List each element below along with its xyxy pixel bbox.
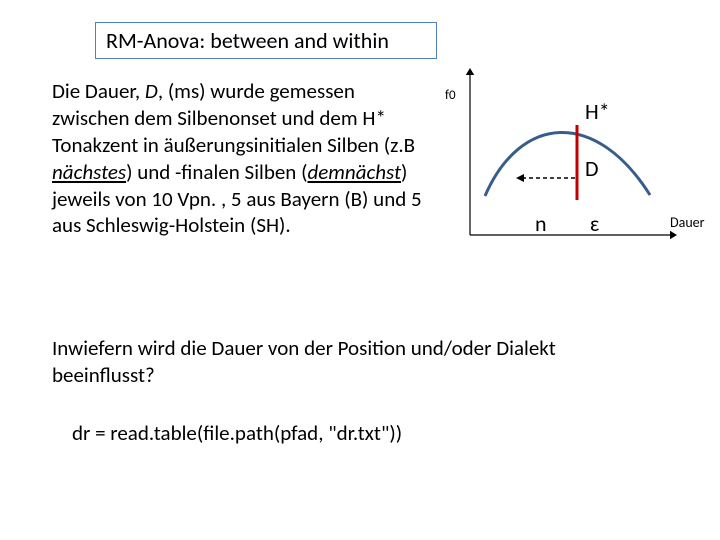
label-d: D [585, 155, 599, 182]
slide: RM-Anova: between and within Die Dauer, … [0, 0, 720, 540]
code-line: dr = read.table(file.path(pfad, "dr.txt"… [72, 420, 572, 447]
paragraph-2: Inwiefern wird die Dauer von der Positio… [52, 335, 582, 389]
title-text: RM-Anova: between and within [106, 27, 389, 54]
paragraph-2-text: Inwiefern wird die Dauer von der Positio… [52, 335, 556, 388]
title-box: RM-Anova: between and within [95, 22, 437, 59]
label-epsilon: ɛ [590, 210, 599, 237]
label-f0: f0 [445, 88, 456, 103]
label-n: n [535, 210, 547, 237]
code-line-text: dr = read.table(file.path(pfad, "dr.txt"… [72, 420, 402, 446]
label-dauer: Dauer [670, 214, 705, 231]
paragraph-1: Die Dauer, D, (ms) wurde gemessen zwisch… [52, 78, 422, 239]
label-h-star: H* [585, 98, 610, 125]
